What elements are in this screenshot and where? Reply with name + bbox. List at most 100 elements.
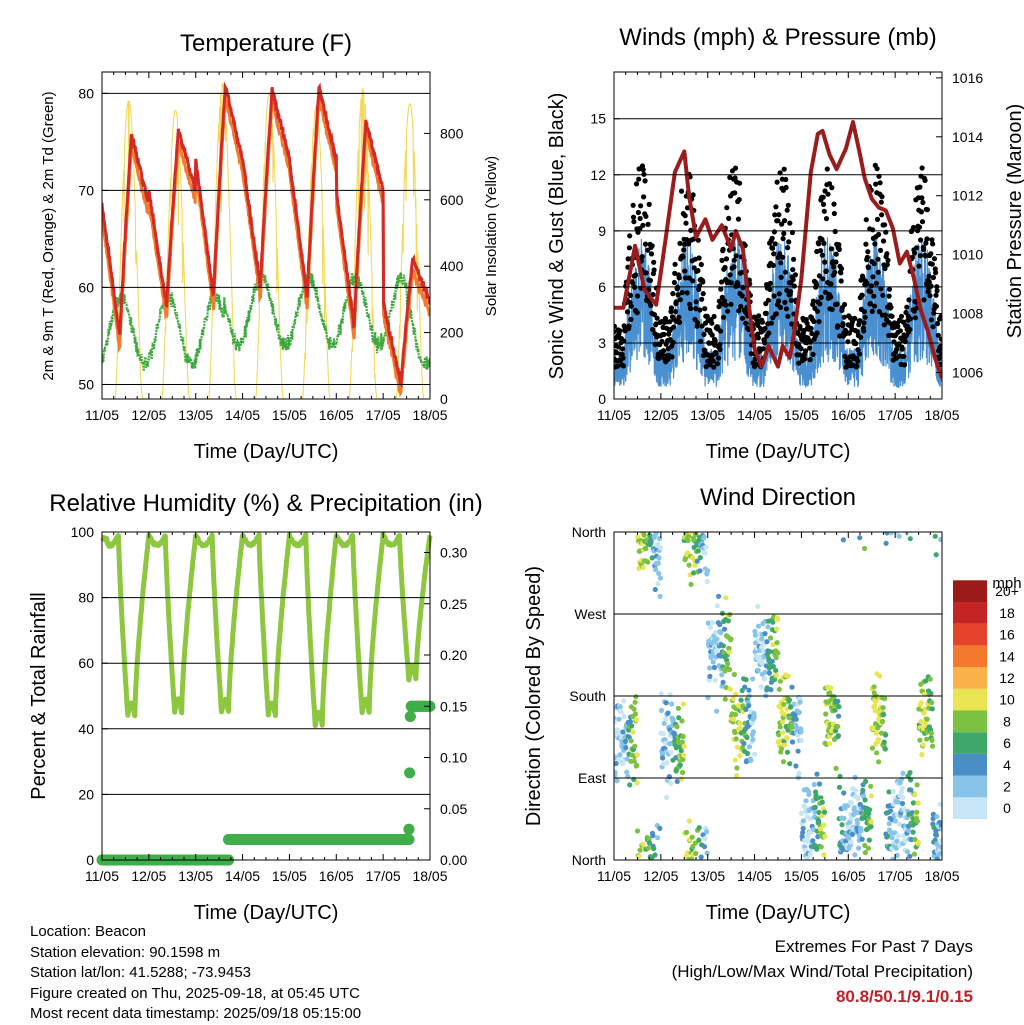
direction-point	[752, 628, 758, 634]
wind-pressure-panel: 11/05 12/05 13/05 14/05 15/05 16/05 17/05 18/05…	[590, 70, 983, 423]
gust-point	[728, 280, 734, 286]
gust-point	[654, 315, 660, 321]
direction-point	[780, 759, 787, 765]
direction-point	[705, 568, 711, 574]
direction-point	[822, 809, 828, 815]
gust-point	[704, 313, 710, 319]
gust-point	[777, 170, 783, 176]
gust-point	[876, 309, 883, 315]
gust-point	[653, 321, 659, 327]
colorbar-swatch	[953, 580, 987, 602]
direction-point	[812, 804, 818, 811]
direction-point	[835, 698, 841, 704]
rh-ytick-right-label: 0.30	[440, 545, 467, 561]
direction-point	[758, 684, 764, 690]
temp-ytick-label: 70	[78, 182, 94, 198]
direction-point	[714, 636, 720, 642]
direction-point	[910, 829, 916, 835]
gust-point	[881, 322, 887, 328]
temp-xtick-label: 14/05	[225, 407, 260, 423]
direction-point	[810, 838, 816, 844]
direction-point	[698, 854, 704, 860]
gust-point	[648, 303, 654, 309]
gust-point	[767, 280, 773, 286]
direction-point	[900, 795, 906, 801]
temp-ytick-right-label: 400	[440, 258, 464, 274]
direction-point	[748, 757, 754, 764]
colorbar-label: 6	[1003, 735, 1011, 751]
direction-point	[674, 724, 680, 730]
rh-ytick-label: 80	[78, 590, 94, 606]
temp-ytick-right-label: 600	[440, 192, 464, 208]
gust-point	[933, 303, 940, 309]
direction-point	[680, 769, 686, 776]
wind-ytick-right-label: 1010	[952, 247, 983, 263]
gust-point	[871, 293, 877, 299]
gust-point	[770, 262, 776, 268]
gust-point	[735, 216, 742, 222]
direction-point	[886, 821, 892, 827]
gust-point	[717, 328, 724, 334]
direction-point	[881, 739, 887, 745]
direction-point	[732, 711, 739, 718]
gust-point	[790, 267, 796, 273]
gust-point	[938, 336, 942, 342]
direction-point	[915, 800, 921, 806]
dir-ytick-label: South	[569, 688, 606, 704]
direction-point	[796, 770, 802, 776]
gust-point	[920, 199, 926, 206]
dir-ylabel-left: Direction (Colored By Speed)	[523, 566, 545, 826]
gust-point	[702, 306, 708, 312]
gust-point	[690, 192, 696, 198]
gust-point	[895, 323, 901, 329]
direction-point	[910, 800, 917, 806]
direction-point	[645, 845, 651, 851]
direction-point	[635, 828, 641, 834]
gust-point	[923, 240, 929, 246]
gust-point	[781, 166, 787, 172]
gust-point	[628, 303, 634, 309]
gust-point	[676, 314, 682, 320]
gust-point	[722, 298, 728, 304]
gust-point	[667, 319, 673, 325]
direction-point	[746, 744, 753, 750]
direction-point	[712, 677, 718, 683]
gust-point	[780, 236, 786, 242]
gust-point	[672, 309, 679, 315]
gust-point	[836, 242, 842, 248]
direction-point	[746, 703, 752, 709]
direction-point	[640, 841, 646, 847]
gust-point	[783, 176, 789, 183]
direction-point	[872, 703, 878, 709]
direction-point	[901, 806, 907, 812]
direction-point	[937, 801, 942, 807]
direction-point	[811, 781, 817, 788]
direction-point	[653, 532, 659, 536]
direction-point	[793, 763, 799, 769]
colorbar-label: 20+	[995, 583, 1019, 599]
gust-point	[673, 299, 679, 305]
dir-xtick-label: 12/05	[643, 868, 678, 884]
gust-point	[695, 237, 701, 243]
direction-point	[814, 771, 820, 777]
direction-point	[775, 650, 781, 656]
direction-point	[849, 831, 856, 838]
direction-point	[680, 733, 686, 740]
direction-point	[857, 535, 863, 541]
rh-ytick-label: 60	[78, 655, 94, 671]
direction-point	[657, 593, 663, 600]
direction-point	[743, 677, 749, 683]
gust-point	[614, 323, 617, 329]
temp-xtick-label: 13/05	[178, 407, 213, 423]
colorbar-swatch	[953, 645, 987, 668]
gust-point	[719, 257, 725, 263]
direction-point	[685, 533, 692, 539]
direction-point	[696, 837, 702, 843]
gust-point	[777, 251, 783, 257]
direction-point	[718, 653, 724, 659]
gust-point	[930, 324, 936, 330]
direction-point	[895, 799, 901, 805]
direction-point	[655, 835, 661, 841]
gust-point	[695, 268, 701, 274]
direction-point	[667, 692, 673, 698]
